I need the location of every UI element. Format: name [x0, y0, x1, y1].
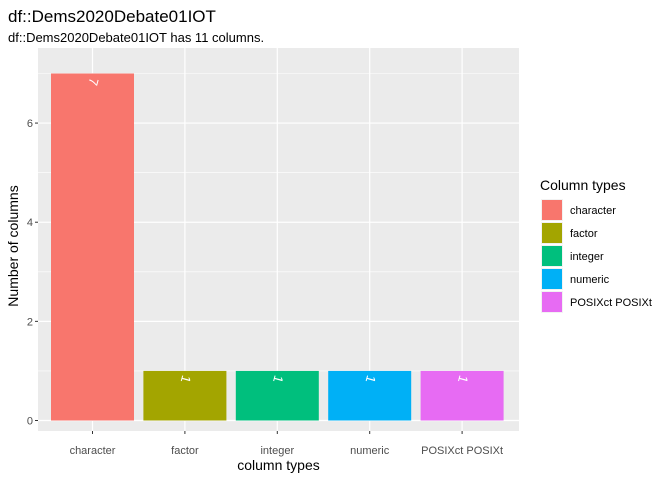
x-axis: character factor integer numeric POSIXct POS…	[70, 431, 503, 457]
data-labels: 7 1 1 1 1	[85, 76, 471, 384]
x-tick-label: character	[70, 445, 116, 457]
y-axis: 0 2 4 6	[27, 118, 38, 428]
legend-swatch	[542, 223, 562, 243]
legend-swatch	[542, 246, 562, 266]
legend-swatch	[542, 200, 562, 220]
x-tick-label: POSIXct POSIXt	[421, 445, 503, 457]
chart-subtitle: df::Dems2020Debate01IOT has 11 columns.	[8, 30, 264, 45]
legend-items: character factor integer numeric POSIXct POS…	[541, 199, 652, 313]
legend-swatch	[542, 269, 562, 289]
legend: Column types character factor integer numer…	[540, 177, 652, 313]
y-tick-label: 4	[27, 217, 33, 229]
data-label: 1	[455, 374, 471, 385]
legend-swatch	[542, 292, 562, 312]
bar-character	[51, 73, 134, 421]
y-tick-label: 6	[27, 118, 33, 130]
legend-label: POSIXct POSIXt	[570, 297, 652, 309]
data-label: 1	[363, 374, 379, 385]
x-axis-title: column types	[237, 457, 319, 473]
y-axis-title: Number of columns	[5, 185, 21, 306]
bar-integer	[235, 370, 319, 421]
legend-label: integer	[570, 251, 604, 263]
y-tick-label: 2	[27, 316, 33, 328]
legend-title: Column types	[540, 177, 626, 193]
legend-label: character	[570, 205, 616, 217]
data-label: 7	[85, 76, 101, 87]
bar-posixct-posixt	[420, 370, 504, 421]
chart-title: df::Dems2020Debate01IOT	[8, 7, 216, 26]
data-label: 1	[270, 374, 286, 385]
x-tick-label: factor	[171, 445, 199, 457]
legend-label: numeric	[570, 274, 610, 286]
bar-numeric	[328, 370, 412, 421]
data-label: 1	[178, 374, 194, 385]
x-tick-label: numeric	[350, 445, 390, 457]
legend-label: factor	[570, 228, 598, 240]
bar-factor	[143, 370, 227, 421]
bars	[51, 73, 504, 421]
x-tick-label: integer	[260, 445, 294, 457]
y-tick-label: 0	[27, 416, 33, 428]
